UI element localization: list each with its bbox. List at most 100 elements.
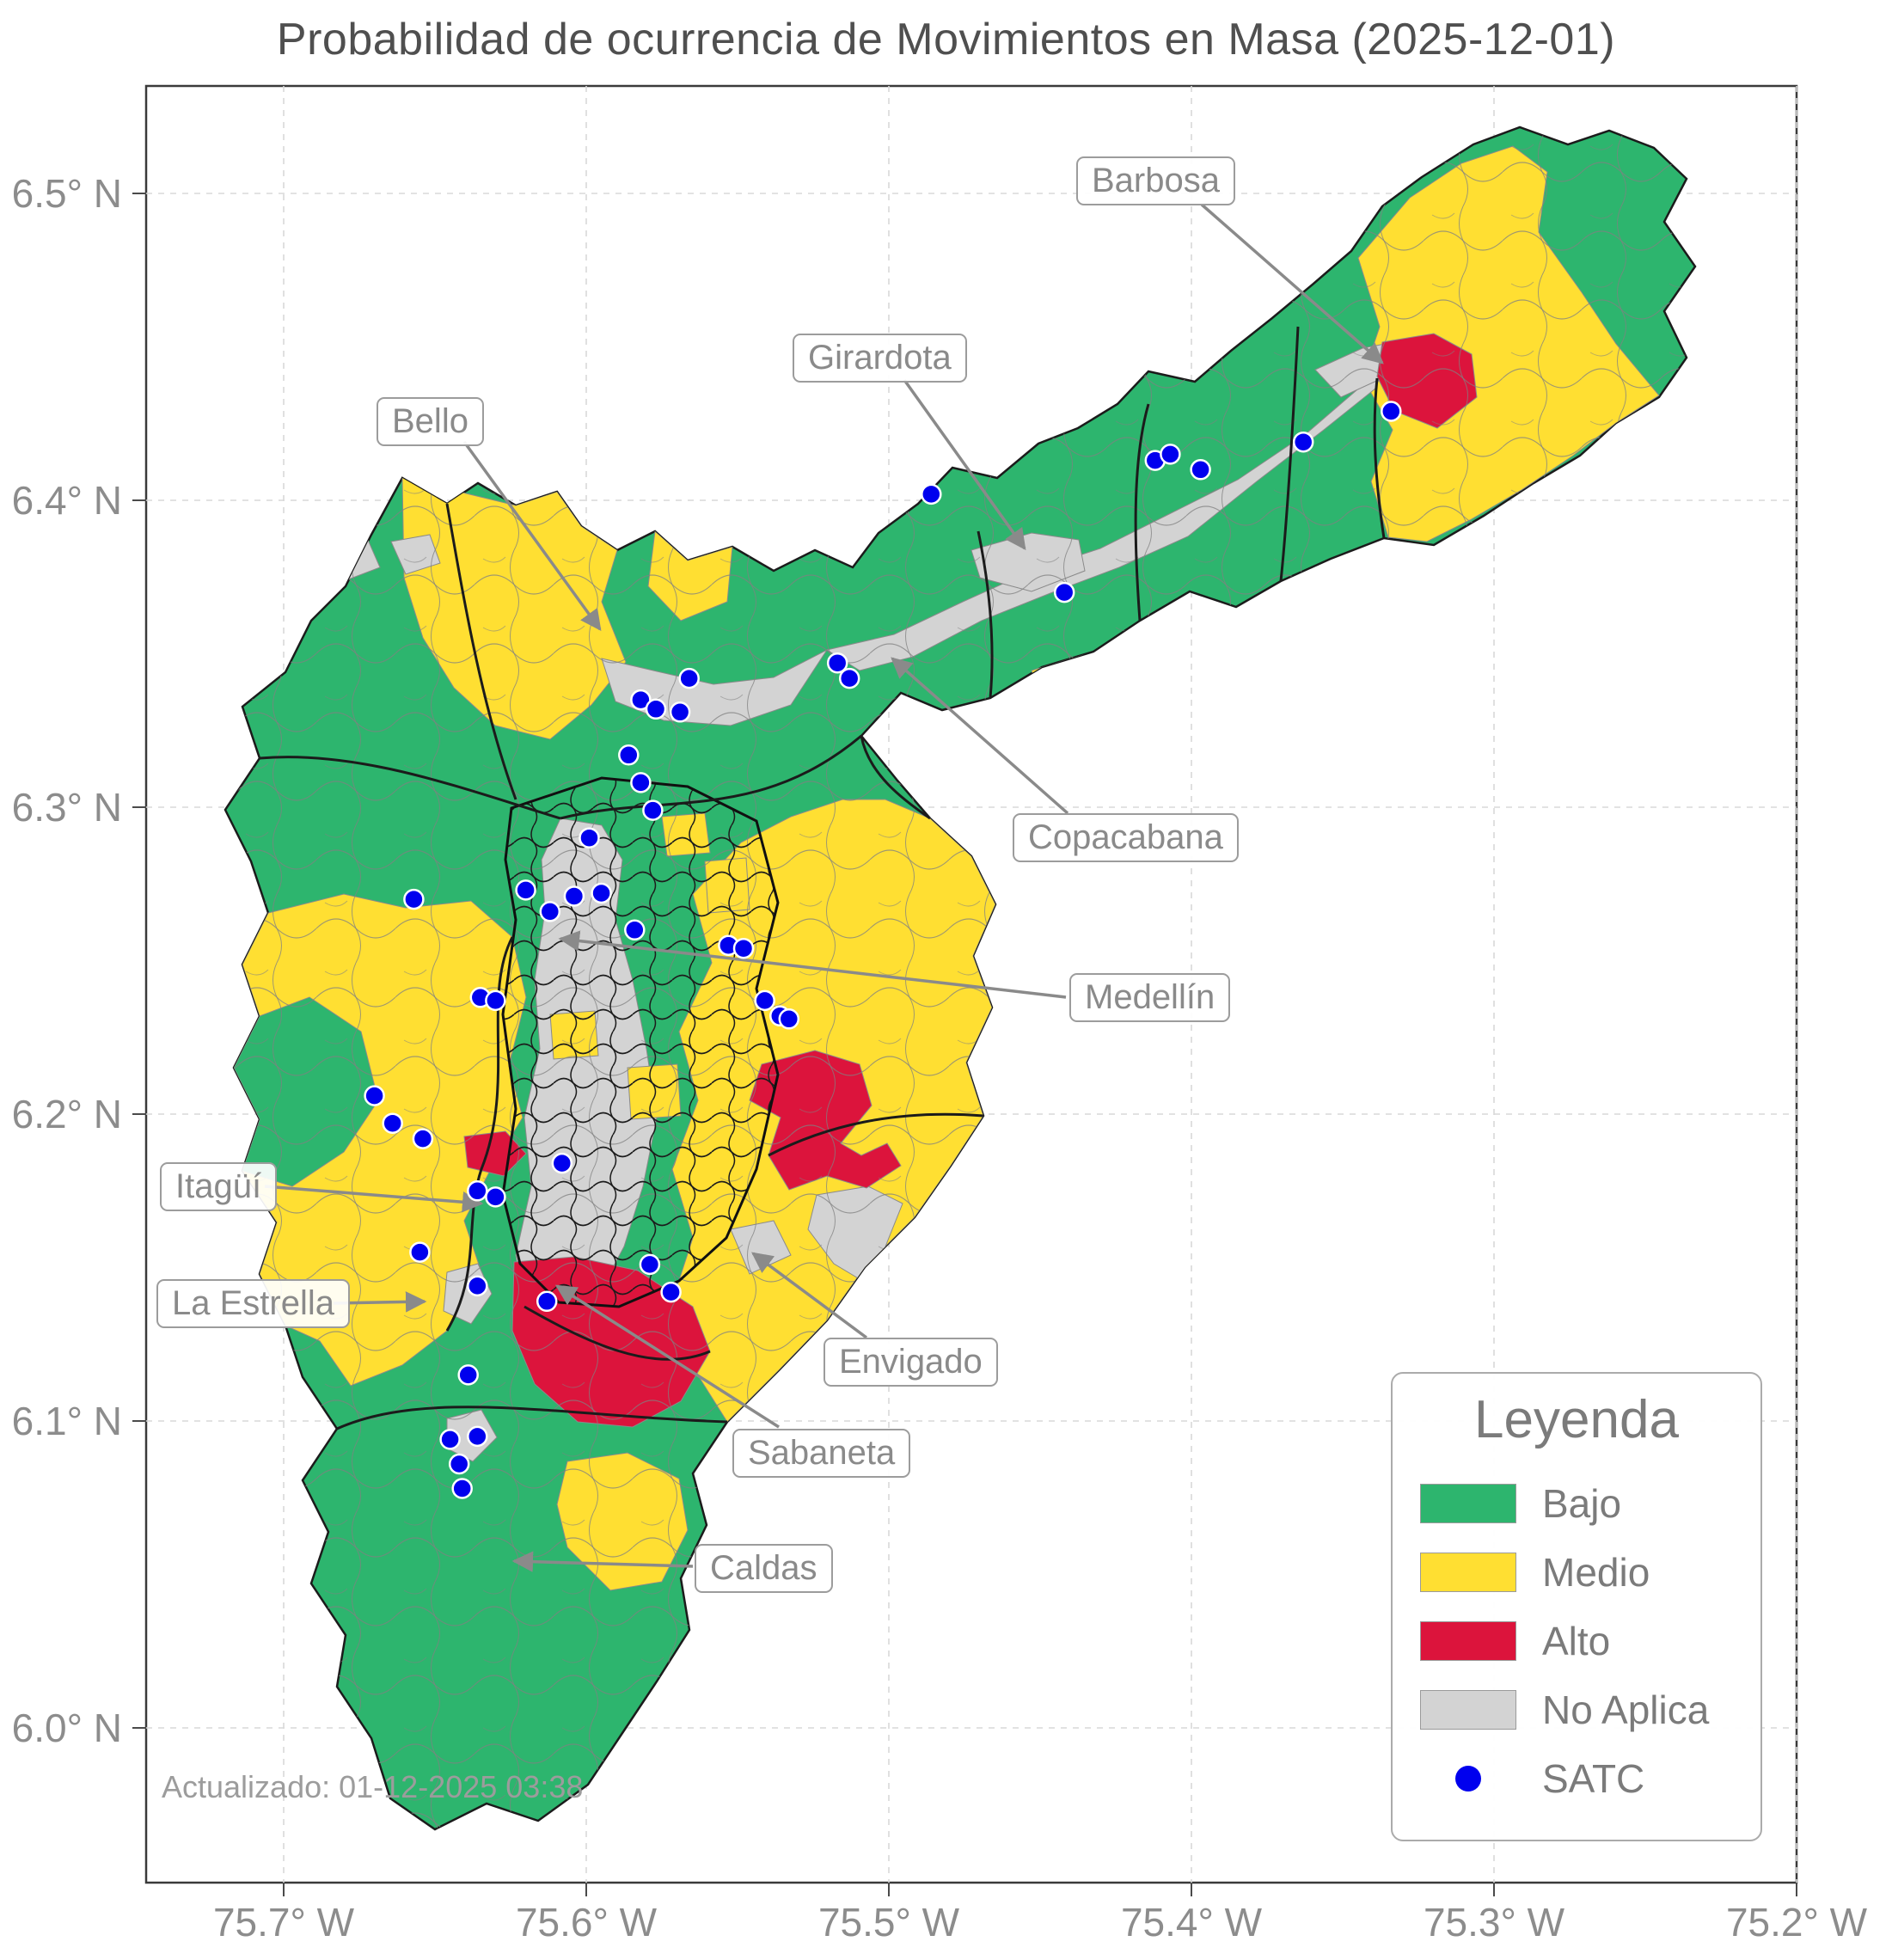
satc-station-dot (642, 799, 664, 821)
satc-station-dot (364, 1085, 385, 1106)
legend-label-alto: Alto (1542, 1619, 1611, 1663)
satc-station-dot (412, 1128, 434, 1149)
legend-label-satc: SATC (1542, 1756, 1645, 1801)
satc-station-dot (457, 1364, 479, 1386)
satc-station-dot (563, 885, 585, 907)
x-tick-label: 75.5° W (818, 1900, 960, 1945)
satc-station-dot (778, 1008, 800, 1030)
annotation-caldas: Caldas (695, 1544, 833, 1593)
annotation-arrow-barbosa (1200, 203, 1384, 364)
satc-station-dot (485, 989, 506, 1012)
annotation-arrow-medellin (558, 930, 1067, 999)
legend-title: Leyenda (1474, 1390, 1679, 1449)
x-tick-label: 75.4° W (1121, 1900, 1263, 1945)
satc-station-dot (551, 1152, 573, 1174)
annotation-sabaneta: Sabaneta (732, 1429, 911, 1478)
annotation-envigado: Envigado (824, 1338, 998, 1387)
updated-timestamp: Actualizado: 01-12-2025 03:38 (162, 1769, 584, 1804)
satc-station-dot (439, 1429, 461, 1450)
satc-station-dot (409, 1241, 431, 1263)
y-tick-label: 6.4° N (12, 478, 122, 523)
annotation-barbosa: Barbosa (1076, 156, 1235, 205)
annotation-arrow-itagui (264, 1185, 484, 1213)
legend-label-no-aplica: No Aplica (1542, 1687, 1710, 1732)
satc-dot-icon (1455, 1766, 1481, 1792)
satc-station-dot (539, 901, 561, 922)
satc-station-dot (515, 879, 536, 901)
legend-label-bajo: Bajo (1542, 1481, 1622, 1526)
satc-station-dot (451, 1478, 473, 1499)
satc-station-dot (467, 1425, 488, 1448)
satc-station-dot (1292, 431, 1314, 453)
annotation-arrow-bello (462, 440, 602, 631)
satc-station-dot (660, 1281, 682, 1303)
satc-station-dot (1160, 444, 1181, 465)
y-tick-label: 6.2° N (12, 1092, 122, 1136)
annotation-bello: Bello (377, 397, 484, 446)
annotation-arrows (264, 203, 1384, 1572)
annotation-arrow-sabaneta (554, 1284, 780, 1429)
legend-swatch-no-aplica (1420, 1690, 1516, 1730)
axis-ticks (132, 193, 1797, 1896)
legend-item-medio: Medio (1393, 1538, 1760, 1607)
satc-station-dot (838, 667, 860, 689)
satc-station-dot (754, 989, 775, 1012)
satc-station-dot (382, 1112, 403, 1134)
municipal-borders (259, 326, 1386, 1430)
legend-swatch-bajo (1420, 1484, 1516, 1523)
legend: Leyenda Bajo Medio Alto No Aplica SATC (1391, 1372, 1762, 1841)
y-axis-labels: 6.5° N 6.4° N 6.3° N 6.2° N 6.1° N 6.0° … (12, 171, 122, 1750)
comuna-borders-texture (503, 778, 778, 1307)
satc-station-dot (591, 882, 612, 904)
satc-station-dot (467, 1275, 488, 1297)
y-tick-label: 6.5° N (12, 171, 122, 216)
satc-station-dot (630, 772, 652, 793)
legend-item-bajo: Bajo (1393, 1469, 1760, 1538)
satc-station-dot (921, 483, 942, 505)
y-tick-label: 6.1° N (12, 1399, 122, 1443)
annotation-la-estrella: La Estrella (156, 1279, 350, 1328)
satc-station-dot (669, 701, 691, 723)
satc-station-dot (630, 689, 652, 711)
annotation-arrow-envigado (751, 1252, 868, 1339)
legend-item-satc: SATC (1393, 1744, 1760, 1813)
satc-station-dot (403, 888, 425, 910)
satc-station-dot (536, 1290, 558, 1313)
satc-stations-layer (364, 401, 1402, 1499)
annotation-copacabana: Copacabana (1013, 813, 1239, 862)
satc-station-dot (639, 1253, 661, 1276)
x-tick-label: 75.3° W (1424, 1900, 1565, 1945)
annotation-medellin: Medellín (1069, 973, 1231, 1022)
satc-station-dot (1190, 459, 1211, 481)
annotation-arrow-caldas (511, 1551, 694, 1572)
satc-station-dot (678, 667, 700, 689)
satc-station-dot (645, 698, 667, 720)
x-tick-label: 75.7° W (213, 1900, 355, 1945)
x-tick-label: 75.2° W (1726, 1900, 1868, 1945)
y-tick-label: 6.3° N (12, 785, 122, 830)
legend-dot-wrap (1420, 1766, 1516, 1792)
legend-swatch-medio (1420, 1553, 1516, 1592)
legend-item-no-aplica: No Aplica (1393, 1675, 1760, 1744)
y-tick-label: 6.0° N (12, 1706, 122, 1750)
legend-swatch-alto (1420, 1621, 1516, 1661)
annotation-arrow-copacabana (891, 657, 1069, 815)
satc-station-dot (732, 937, 755, 959)
legend-item-alto: Alto (1393, 1607, 1760, 1675)
satc-station-dot (485, 1186, 506, 1208)
annotation-girardota: Girardota (793, 334, 967, 383)
x-tick-label: 75.6° W (516, 1900, 658, 1945)
satc-station-dot (467, 1180, 488, 1202)
annotation-itagui: Itagüí (160, 1162, 278, 1211)
x-axis-labels: 75.7° W 75.6° W 75.5° W 75.4° W 75.3° W … (213, 1900, 1868, 1945)
satc-station-dot (579, 827, 600, 848)
satc-station-dot (448, 1453, 470, 1475)
legend-label-medio: Medio (1542, 1550, 1650, 1595)
satc-station-dot (624, 919, 646, 941)
satc-station-dot (826, 652, 848, 674)
annotation-arrow-girardota (903, 378, 1026, 550)
chart-title: Probabilidad de ocurrencia de Movimiento… (276, 15, 1616, 64)
satc-station-dot (618, 744, 640, 766)
